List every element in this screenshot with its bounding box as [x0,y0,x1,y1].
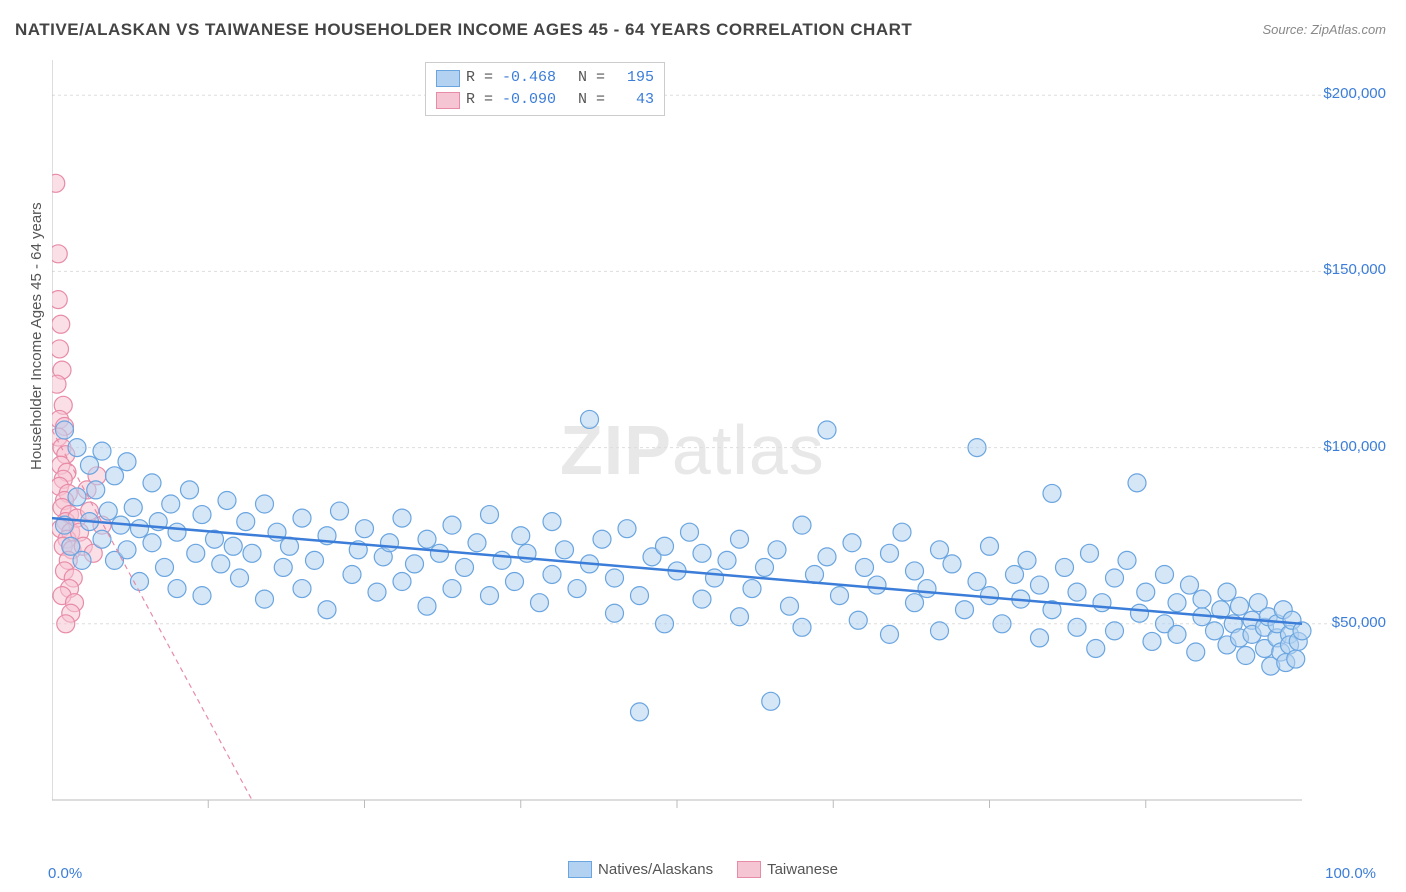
legend-r-label: R = [466,67,496,89]
legend-swatch [436,70,460,87]
legend-series: Taiwanese [737,861,838,878]
legend-series-label: Taiwanese [767,861,838,878]
legend-r-value: -0.468 [502,67,572,89]
y-axis-label: Householder Income Ages 45 - 64 years [28,202,45,470]
y-tick-label: $100,000 [1323,438,1386,455]
chart-area [52,60,1382,830]
legend-series: Natives/Alaskans [568,861,713,878]
legend-n-label: N = [578,67,608,89]
correlation-legend: R = -0.468 N = 195 R = -0.090 N = 43 [425,62,665,116]
y-tick-label: $50,000 [1332,614,1386,631]
legend-r-label: R = [466,89,496,111]
series-legend: Natives/Alaskans Taiwanese [0,861,1406,882]
legend-r-value: -0.090 [502,89,572,111]
chart-title: NATIVE/ALASKAN VS TAIWANESE HOUSEHOLDER … [15,20,912,40]
legend-swatch [737,861,761,878]
legend-n-value: 195 [614,67,654,89]
legend-row: R = -0.090 N = 43 [436,89,654,111]
x-tick-min: 0.0% [48,865,82,882]
legend-row: R = -0.468 N = 195 [436,67,654,89]
legend-series-label: Natives/Alaskans [598,861,713,878]
legend-n-value: 43 [614,89,654,111]
legend-n-label: N = [578,89,608,111]
source-label: Source: ZipAtlas.com [1262,22,1386,37]
y-tick-label: $150,000 [1323,261,1386,278]
y-tick-label: $200,000 [1323,85,1386,102]
legend-swatch [436,92,460,109]
legend-swatch [568,861,592,878]
scatter-chart [52,60,1382,830]
x-tick-max: 100.0% [1325,865,1376,882]
